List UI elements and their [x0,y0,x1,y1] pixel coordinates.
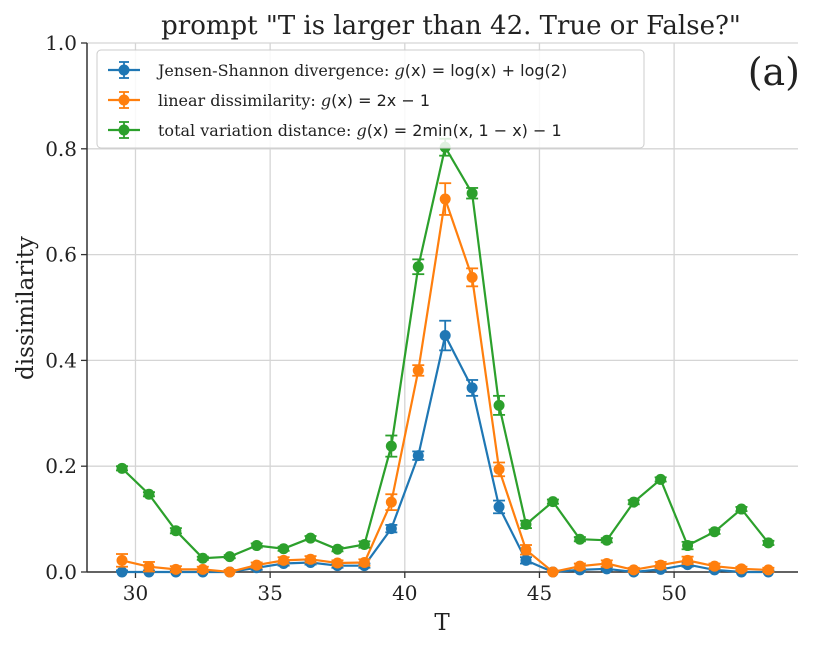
x-axis-label: T [434,610,450,636]
data-point [331,557,343,569]
data-point [116,566,128,578]
data-point [547,496,559,508]
y-tick-label: 1.0 [45,31,77,55]
data-point [466,382,478,394]
data-point [331,543,343,555]
data-point [466,271,478,283]
data-point [762,537,774,549]
data-point [520,544,532,556]
data-point [655,473,667,485]
data-point [493,463,505,475]
data-point [251,559,263,571]
data-point [170,563,182,575]
data-point [143,488,155,500]
data-point [439,193,451,205]
data-point [358,538,370,550]
data-point [224,551,236,563]
data-point [385,523,397,535]
data-point [547,566,559,578]
series-2 [116,182,775,578]
panel-label: (a) [748,50,800,94]
data-point [224,566,236,578]
x-tick-label: 40 [392,581,417,605]
legend-marker [118,94,130,106]
data-point [466,187,478,199]
y-tick-label: 0.4 [45,348,77,372]
x-tick-label: 50 [661,581,686,605]
data-point [493,399,505,411]
data-point [735,563,747,575]
data-point [709,526,721,538]
data-point [197,552,209,564]
legend-entry-2: linear dissimilarity: g(x) = 2x − 1 [108,91,430,110]
data-point [628,564,640,576]
data-point [762,564,774,576]
data-point [385,496,397,508]
data-point [439,330,451,342]
series-line [122,332,769,574]
y-axis-label: dissimilarity [13,236,39,380]
series-1 [116,319,775,578]
legend-marker [118,124,130,136]
legend-box [96,49,645,149]
data-point [574,560,586,572]
data-point [412,450,424,462]
data-point [709,560,721,572]
legend-entry-1: Jensen-Shannon divergence: g(x) = log(x)… [108,61,567,80]
data-point [358,556,370,568]
data-point [278,554,290,566]
data-point [305,532,317,544]
legend-marker [118,64,130,76]
data-point [574,533,586,545]
data-point [601,534,613,546]
data-point [412,364,424,376]
data-point [628,496,640,508]
series-3 [116,137,775,564]
data-point [251,540,263,552]
data-point [682,554,694,566]
data-point [278,543,290,555]
data-point [197,563,209,575]
data-point [305,553,317,565]
data-point [385,440,397,452]
data-point [655,559,667,571]
data-point [412,261,424,273]
data-point [493,501,505,513]
x-tick-label: 35 [257,581,282,605]
data-point [520,554,532,566]
legend-label: linear dissimilarity: g(x) = 2x − 1 [158,91,430,110]
y-tick-label: 0.6 [45,243,77,267]
y-tick-label: 0.0 [45,560,77,584]
data-point [143,561,155,573]
data-point [682,540,694,552]
x-tick-label: 45 [527,581,552,605]
data-point [170,525,182,537]
legend-entry-3: total variation distance: g(x) = 2min(x,… [108,121,562,140]
data-point [601,558,613,570]
legend: Jensen-Shannon divergence: g(x) = log(x)… [96,49,645,149]
data-point [735,503,747,515]
chart-title: prompt "T is larger than 42. True or Fal… [161,11,741,41]
y-tick-label: 0.2 [45,454,77,478]
data-point [116,462,128,474]
x-tick-label: 30 [123,581,148,605]
legend-label: total variation distance: g(x) = 2min(x,… [158,121,562,140]
series-layer [116,137,775,578]
data-point [520,518,532,530]
y-tick-label: 0.8 [45,137,77,161]
data-point [116,554,128,566]
legend-label: Jensen-Shannon divergence: g(x) = log(x)… [156,61,567,80]
